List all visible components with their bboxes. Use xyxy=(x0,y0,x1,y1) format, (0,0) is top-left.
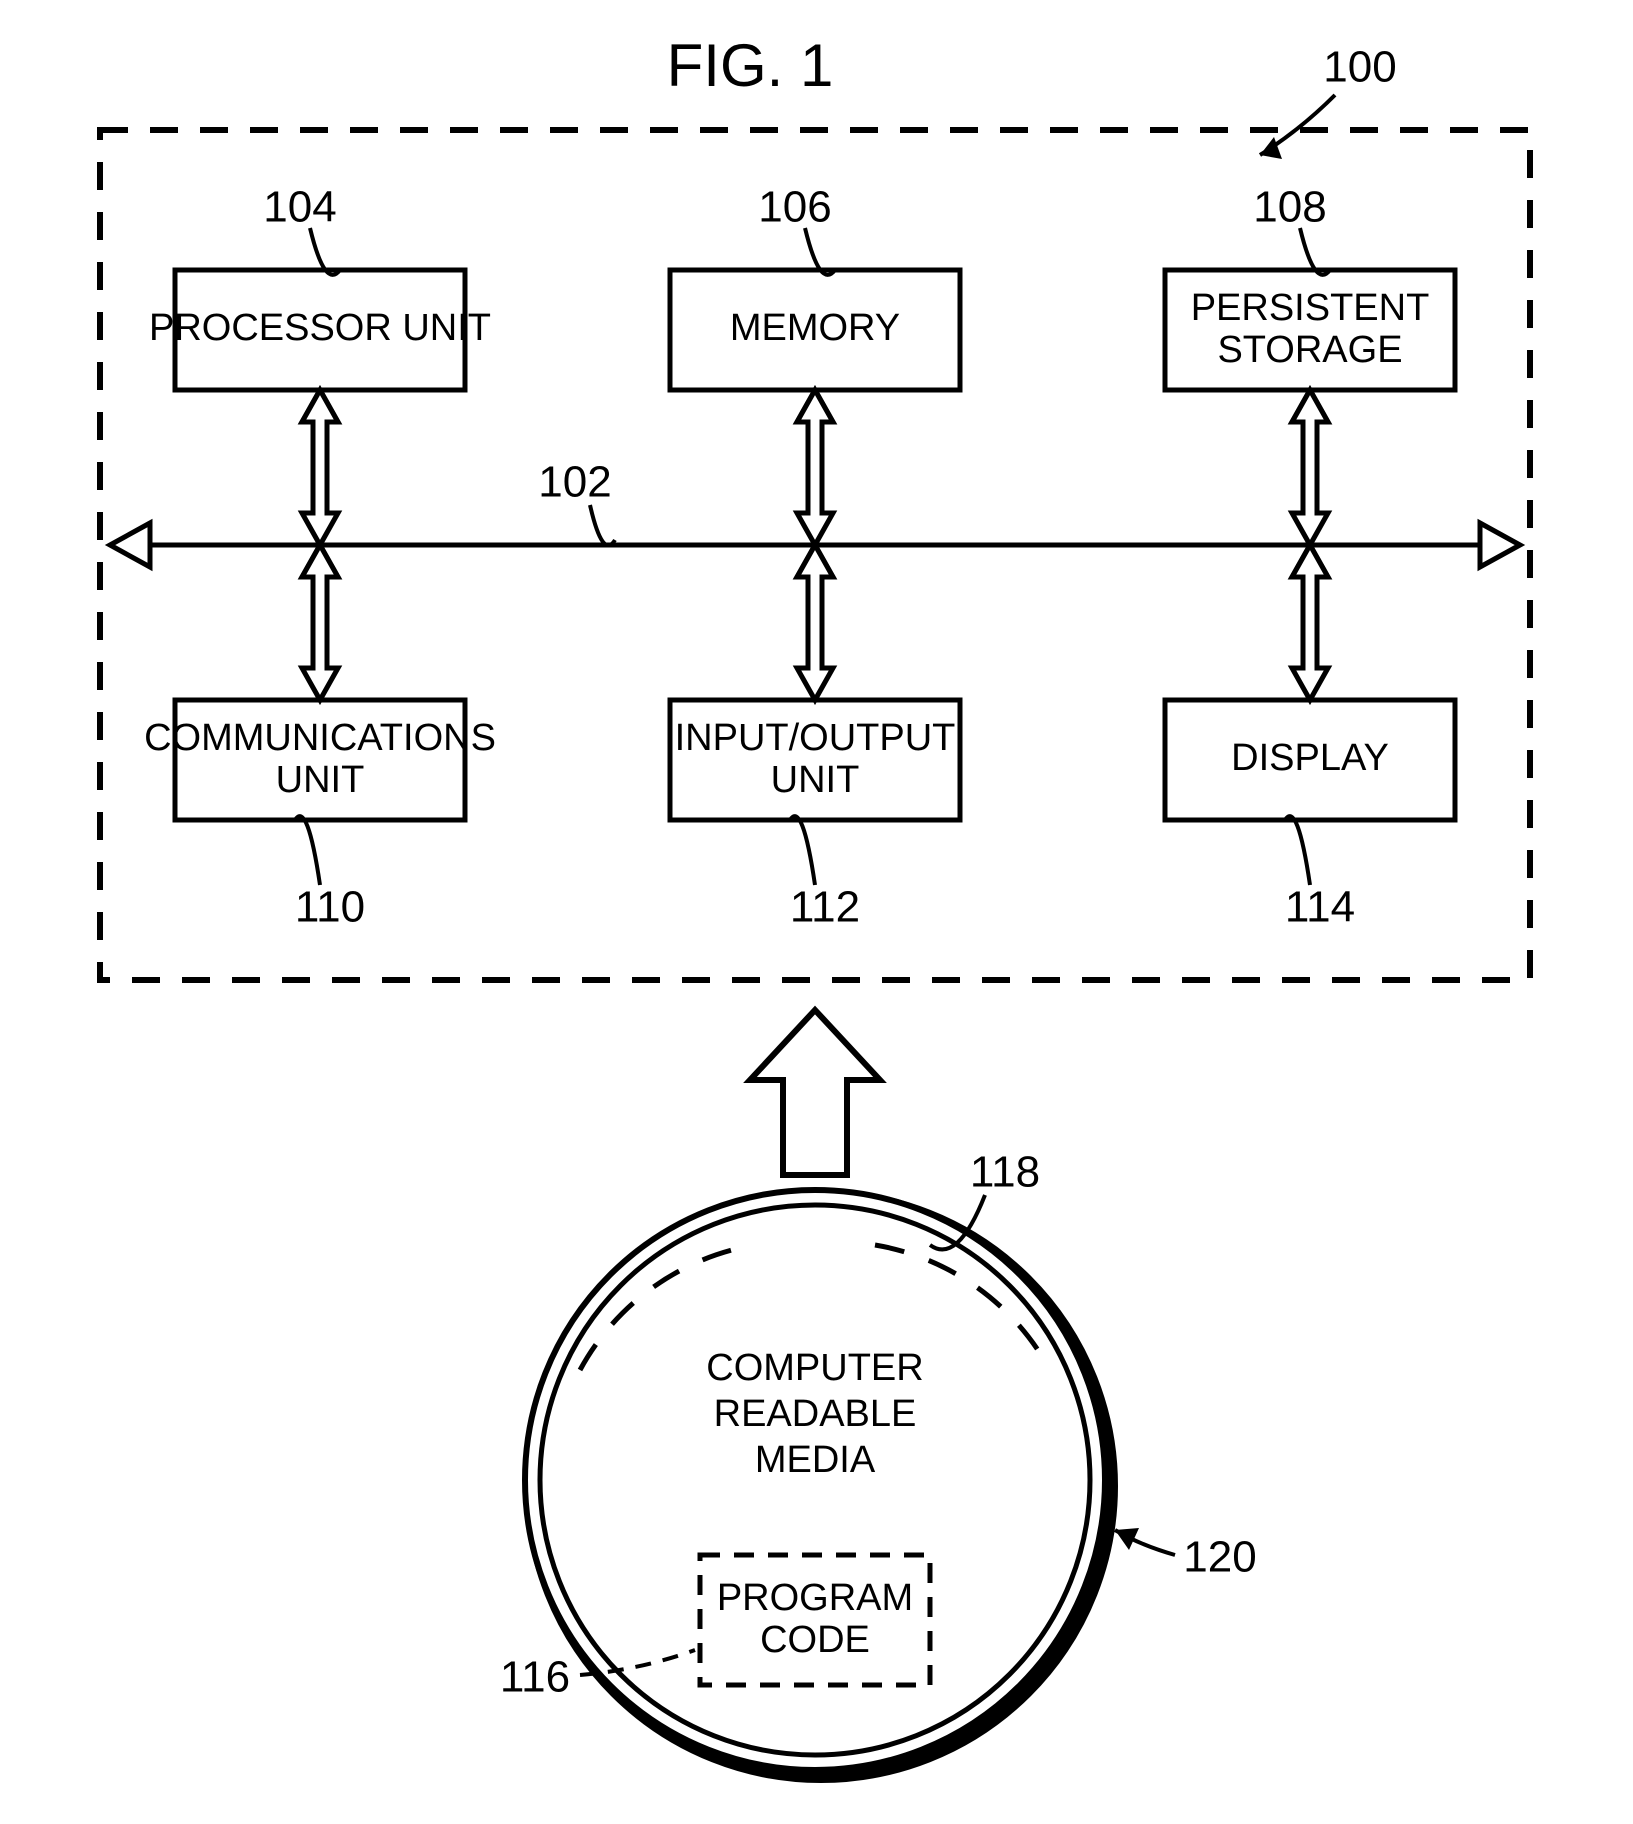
ref-hook xyxy=(295,816,320,885)
ref-112: 112 xyxy=(790,883,860,932)
ref-118: 118 xyxy=(970,1148,1040,1197)
label-display: DISPLAY xyxy=(1231,737,1389,779)
label-media: COMPUTER xyxy=(706,1347,923,1389)
ref-hook xyxy=(1285,816,1310,885)
label-memory: MEMORY xyxy=(730,307,900,349)
ref-102: 102 xyxy=(538,458,611,507)
label-media: READABLE xyxy=(714,1393,917,1435)
arrowhead-icon xyxy=(1480,523,1520,567)
label-storage: STORAGE xyxy=(1217,329,1402,371)
ref-hook xyxy=(590,505,615,545)
ref-120: 120 xyxy=(1183,1533,1256,1582)
ref-108: 108 xyxy=(1253,183,1326,232)
patent-diagram: FIG. 1 100 102 PROCESSOR UNIT 104 MEMORY 106 PE… xyxy=(0,0,1633,1824)
double-arrow-icon xyxy=(302,545,338,700)
label-io: INPUT/OUTPUT xyxy=(675,717,956,759)
double-arrow xyxy=(1292,545,1328,700)
figure-title: FIG. 1 xyxy=(667,32,834,99)
double-arrow-icon xyxy=(797,545,833,700)
label-program-code: PROGRAM xyxy=(717,1577,913,1619)
double-arrow-icon xyxy=(797,390,833,545)
label-storage: PERSISTENT xyxy=(1191,287,1430,329)
ref-hook xyxy=(790,816,815,885)
ref-110: 110 xyxy=(295,883,365,932)
double-arrow xyxy=(797,545,833,700)
load-arrow-icon xyxy=(750,1010,880,1175)
double-arrow xyxy=(302,390,338,545)
label-io: UNIT xyxy=(771,759,860,801)
ref-104: 104 xyxy=(263,183,336,232)
label-comms: UNIT xyxy=(276,759,365,801)
ref-106: 106 xyxy=(758,183,831,232)
double-arrow-icon xyxy=(302,390,338,545)
ref-114: 114 xyxy=(1285,883,1355,932)
label-media: MEDIA xyxy=(755,1439,876,1481)
double-arrow xyxy=(302,545,338,700)
label-program-code: CODE xyxy=(760,1619,870,1661)
double-arrow-icon xyxy=(1292,545,1328,700)
ref-100: 100 xyxy=(1323,43,1396,92)
double-arrow-icon xyxy=(1292,390,1328,545)
arrowhead-icon xyxy=(110,523,150,567)
ref-116: 116 xyxy=(500,1653,570,1702)
double-arrow xyxy=(1292,390,1328,545)
label-processor: PROCESSOR UNIT xyxy=(149,307,491,349)
double-arrow xyxy=(797,390,833,545)
label-comms: COMMUNICATIONS xyxy=(144,717,496,759)
